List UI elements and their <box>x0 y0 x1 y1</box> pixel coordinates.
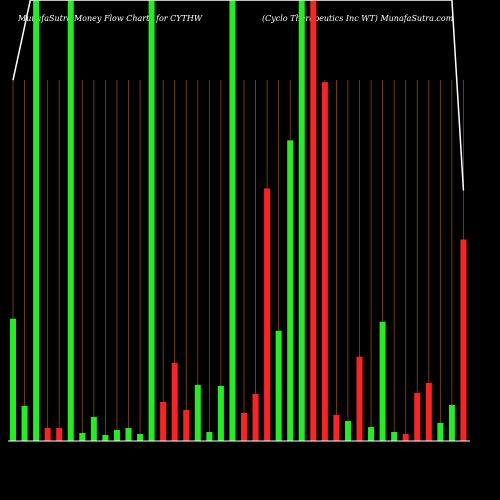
bar <box>90 416 97 441</box>
bar <box>356 356 363 441</box>
bar <box>287 140 294 441</box>
bar <box>229 0 236 441</box>
bar <box>252 393 259 441</box>
bar <box>137 433 144 441</box>
bar <box>241 412 247 441</box>
bar <box>402 433 409 441</box>
bar <box>33 0 40 441</box>
bar <box>206 431 213 441</box>
bar <box>148 0 155 441</box>
bar <box>460 239 467 441</box>
bar <box>298 0 305 441</box>
bar <box>79 432 86 441</box>
bar <box>379 321 386 441</box>
grid-lines <box>12 80 464 441</box>
price-line <box>12 0 465 191</box>
bars <box>10 0 467 441</box>
bar <box>125 427 132 441</box>
chart-title: MunafaSutra Money Flow Charts for CYTHW <box>18 14 203 23</box>
bar <box>264 188 271 441</box>
bar <box>113 429 120 441</box>
bar <box>321 82 328 441</box>
bar <box>448 404 455 441</box>
bar <box>344 420 351 441</box>
bar <box>21 405 28 441</box>
bar <box>102 434 109 441</box>
bar <box>368 426 375 441</box>
bar <box>333 414 340 441</box>
bar <box>44 427 51 441</box>
bar <box>56 427 63 441</box>
bar <box>183 409 190 441</box>
price-line-path <box>12 0 465 191</box>
bar <box>425 382 432 441</box>
bar <box>310 0 317 441</box>
chart-subtitle: (Cyclo Therapeutics Inc WT) MunafaSutra.… <box>262 14 454 23</box>
bar <box>217 385 224 441</box>
bar <box>275 330 282 441</box>
bar <box>391 431 398 441</box>
bar <box>194 384 201 441</box>
bar <box>414 392 421 441</box>
bar <box>67 0 74 441</box>
bar <box>160 401 167 441</box>
bar <box>10 318 16 441</box>
bar <box>171 362 178 441</box>
bar <box>437 422 444 441</box>
